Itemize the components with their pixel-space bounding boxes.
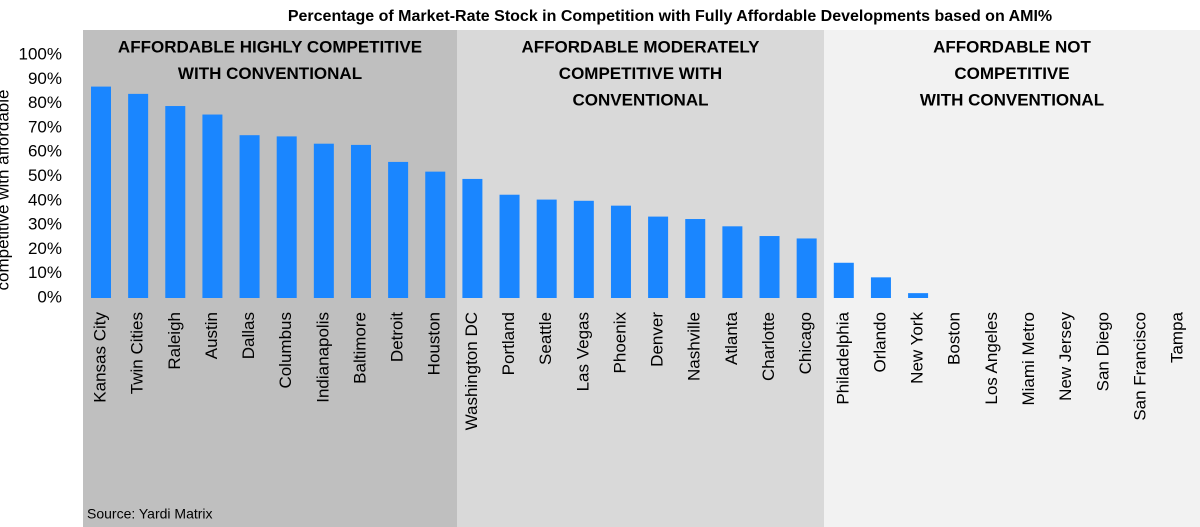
x-tick-label: San Diego xyxy=(1093,312,1112,391)
y-tick-label: 0% xyxy=(37,287,62,306)
x-tick-label: Baltimore xyxy=(350,312,369,384)
x-tick-label: Phoenix xyxy=(610,312,629,374)
x-tick-label: Twin Cities xyxy=(128,312,147,394)
chart-title: Percentage of Market-Rate Stock in Compe… xyxy=(288,8,1052,25)
x-tick-label: Tampa xyxy=(1168,311,1187,363)
bar xyxy=(536,199,557,298)
y-tick-label: 20% xyxy=(28,239,62,258)
y-tick-label: 60% xyxy=(28,142,62,161)
y-tick-label: 100% xyxy=(19,44,62,63)
x-tick-label: Kansas City xyxy=(90,312,109,403)
x-tick-label: Las Vegas xyxy=(573,312,592,391)
bar xyxy=(128,93,149,298)
x-tick-label: San Francisco xyxy=(1130,312,1149,421)
bar xyxy=(350,144,371,298)
x-tick-label: Detroit xyxy=(388,312,407,362)
y-tick-label: 90% xyxy=(28,69,62,88)
x-tick-label: Seattle xyxy=(536,312,555,365)
bar xyxy=(573,200,594,298)
x-tick-label: Austin xyxy=(202,312,221,359)
bar xyxy=(870,277,891,298)
bar xyxy=(276,136,297,298)
x-tick-label: Atlanta xyxy=(722,311,741,364)
bar xyxy=(908,293,929,298)
x-tick-label: Philadelphia xyxy=(833,311,852,404)
region-label: WITH CONVENTIONAL xyxy=(178,64,362,83)
y-axis-label: competitive with affordable xyxy=(0,90,12,291)
bar xyxy=(722,226,743,298)
x-tick-label: Houston xyxy=(425,312,444,375)
bar xyxy=(313,143,334,298)
region-label: AFFORDABLE MODERATELY xyxy=(522,37,761,56)
x-tick-label: Portland xyxy=(499,312,518,375)
bar xyxy=(796,238,817,298)
bar xyxy=(239,135,260,298)
region-label: WITH CONVENTIONAL xyxy=(920,90,1104,109)
x-tick-label: Nashville xyxy=(685,312,704,381)
bar xyxy=(165,106,186,298)
x-tick-label: New York xyxy=(908,312,927,384)
bar xyxy=(499,194,520,298)
bar xyxy=(425,171,446,298)
bar xyxy=(685,219,706,298)
x-tick-label: Indianapolis xyxy=(313,312,332,403)
source-note: Source: Yardi Matrix xyxy=(87,506,213,522)
x-tick-label: Los Angeles xyxy=(982,312,1001,405)
y-tick-label: 50% xyxy=(28,166,62,185)
bar xyxy=(833,262,854,298)
bar xyxy=(610,205,631,298)
region-label: COMPETITIVE xyxy=(954,64,1069,83)
x-tick-label: Miami Metro xyxy=(1019,312,1038,406)
x-tick-label: Orlando xyxy=(870,312,889,372)
bar xyxy=(759,236,780,298)
x-tick-label: Columbus xyxy=(276,312,295,389)
y-tick-label: 40% xyxy=(28,190,62,209)
x-tick-label: Chicago xyxy=(796,312,815,374)
x-tick-label: Charlotte xyxy=(759,312,778,381)
bar xyxy=(91,86,111,298)
bar xyxy=(648,216,669,298)
bar xyxy=(388,161,409,298)
y-tick-label: 80% xyxy=(28,93,62,112)
region-label: CONVENTIONAL xyxy=(573,90,709,109)
region-label: AFFORDABLE NOT xyxy=(933,37,1091,56)
bar xyxy=(462,178,483,298)
x-tick-label: New Jersey xyxy=(1056,312,1075,401)
x-tick-label: Dallas xyxy=(239,312,258,359)
bar xyxy=(202,114,223,298)
region-label: COMPETITIVE WITH xyxy=(559,64,722,83)
y-tick-label: 10% xyxy=(28,263,62,282)
y-tick-label: 70% xyxy=(28,117,62,136)
x-tick-label: Denver xyxy=(648,312,667,367)
y-tick-label: 30% xyxy=(28,215,62,234)
region-label: AFFORDABLE HIGHLY COMPETITIVE xyxy=(118,37,422,56)
x-tick-label: Boston xyxy=(945,312,964,365)
x-tick-label: Raleigh xyxy=(165,312,184,370)
x-tick-label: Washington DC xyxy=(462,312,481,430)
